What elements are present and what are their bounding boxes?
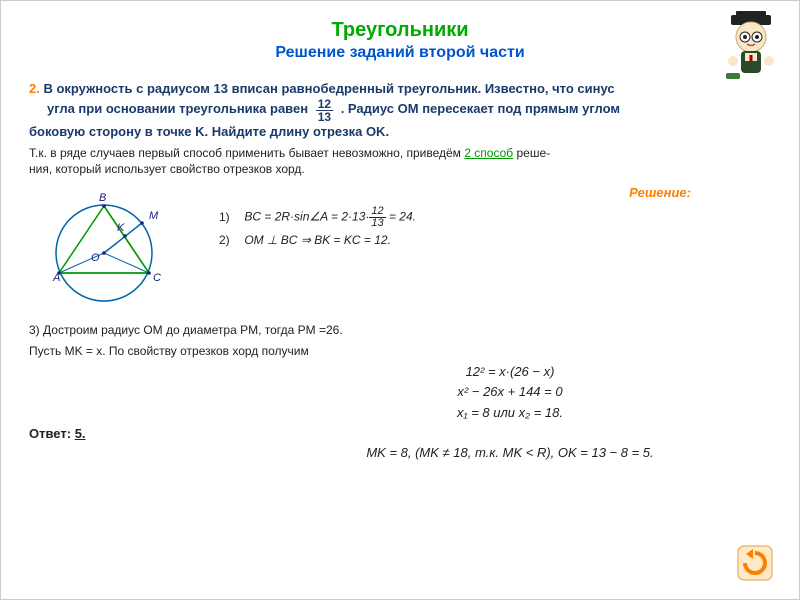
problem-line1: В окружность с радиусом 13 вписан равноб… [43,81,614,96]
diagram-wrap: A B C M K O [29,183,209,318]
slide: Треугольники Решение заданий второй част… [0,0,800,600]
step-1: 1) BC = 2R·sin∠A = 2·13·1213 = 24. [219,206,771,229]
problem-statement: 2. В окружность с радиусом 13 вписан рав… [29,80,771,140]
svg-text:A: A [52,272,60,284]
problem-fraction: 12 13 [316,98,333,123]
solution-steps: Решение: 1) BC = 2R·sin∠A = 2·13·1213 = … [209,183,771,250]
solution-label: Решение: [219,183,771,204]
svg-text:B: B [99,192,106,204]
answer-line: Ответ: 5. [29,426,771,441]
method-highlight: 2 способ [464,146,513,160]
page-title: Треугольники [29,19,771,42]
svg-text:O: O [91,252,100,264]
problem-line2a: угла при основании треугольника равен [47,101,308,116]
reload-icon [737,545,773,581]
eq3: x₁ = 8 или x₂ = 18. [249,403,771,423]
answer-value: 5. [75,426,86,441]
eq1: 12² = x·(26 − x) [249,362,771,382]
step-3-text: 3) Достроим радиус OM до диаметра PM, то… [29,322,771,339]
step1-fraction: 1213 [369,206,385,229]
circle-triangle-diagram: A B C M K O [29,183,199,313]
problem-number: 2. [29,81,40,96]
step-4-text: Пусть MK = x. По свойству отрезков хорд … [29,343,771,360]
step-2: 2) OM ⊥ BC ⇒ BK = KC = 12. [219,231,771,250]
reload-button[interactable] [737,545,773,581]
eq2: x² − 26x + 144 = 0 [249,382,771,402]
mascot-icon [721,11,781,81]
eq4: MK = 8, (MK ≠ 18, т.к. MK < R), OK = 13 … [249,443,771,463]
page-subtitle: Решение заданий второй части [29,44,771,62]
diagram-steps-row: A B C M K O Решение: 1) BC = 2R·sin∠A = … [29,183,771,318]
solution-intro: Т.к. в ряде случаев первый способ примен… [29,146,771,177]
svg-text:C: C [153,272,161,284]
answer-label: Ответ: [29,426,71,441]
svg-text:M: M [149,210,159,222]
svg-text:K: K [117,222,125,234]
eq4-block: MK = 8, (MK ≠ 18, т.к. MK < R), OK = 13 … [249,443,771,463]
equation-block: 12² = x·(26 − x) x² − 26x + 144 = 0 x₁ =… [249,362,771,423]
problem-line3: боковую сторону в точке K. Найдите длину… [29,124,389,139]
problem-line2b: . Радиус OM пересекает под прямым углом [341,101,620,116]
